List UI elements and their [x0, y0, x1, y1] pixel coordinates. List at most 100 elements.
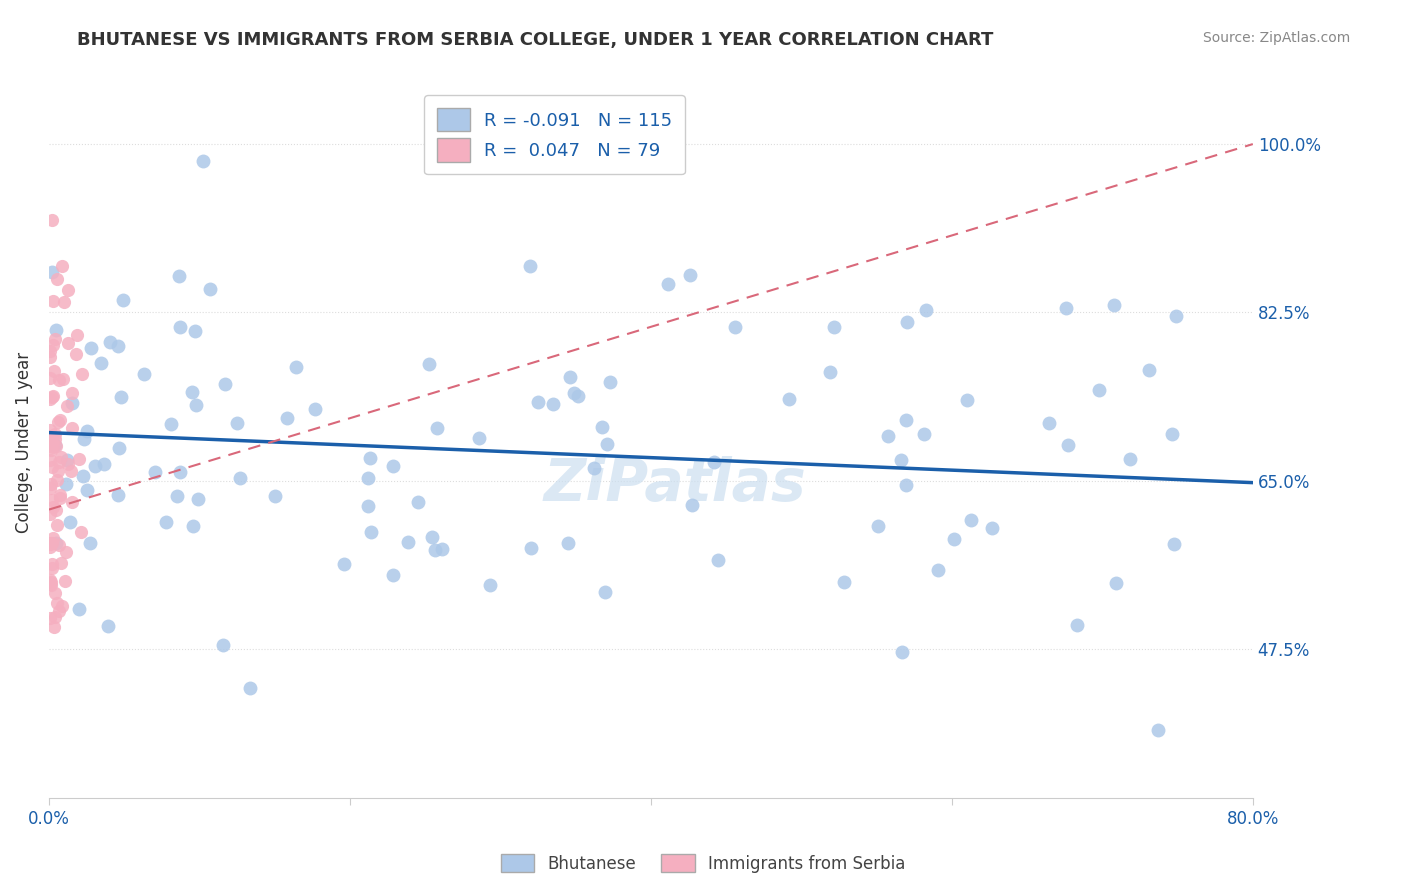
Point	[398, 534, 420, 549]
Point	[42, 388, 65, 402]
Point	[60, 395, 83, 409]
Point	[894, 413, 917, 427]
Point	[304, 402, 326, 417]
Point	[93, 457, 115, 471]
Point	[183, 324, 205, 338]
Point	[160, 417, 183, 431]
Point	[41, 493, 63, 508]
Point	[181, 519, 204, 533]
Point	[155, 515, 177, 529]
Point	[360, 524, 382, 539]
Point	[46, 272, 69, 286]
Point	[60, 420, 83, 434]
Legend: Bhutanese, Immigrants from Serbia: Bhutanese, Immigrants from Serbia	[494, 847, 912, 880]
Point	[980, 521, 1002, 535]
Point	[53, 574, 76, 588]
Point	[67, 602, 90, 616]
Point	[423, 543, 446, 558]
Point	[60, 465, 83, 479]
Text: Source: ZipAtlas.com: Source: ZipAtlas.com	[1202, 31, 1350, 45]
Point	[51, 599, 73, 613]
Point	[181, 385, 204, 400]
Point	[44, 432, 66, 446]
Point	[430, 541, 453, 556]
Point	[51, 556, 73, 570]
Point	[1038, 416, 1060, 430]
Point	[45, 439, 67, 453]
Point	[877, 429, 900, 443]
Point	[333, 557, 356, 571]
Point	[48, 455, 70, 469]
Point	[45, 503, 67, 517]
Point	[169, 269, 191, 284]
Point	[778, 392, 800, 406]
Point	[39, 540, 62, 554]
Point	[39, 578, 62, 592]
Point	[1147, 723, 1170, 737]
Point	[418, 358, 440, 372]
Point	[107, 488, 129, 502]
Point	[41, 557, 63, 571]
Point	[42, 338, 65, 352]
Point	[169, 465, 191, 479]
Text: ZiPatlas: ZiPatlas	[544, 457, 807, 514]
Point	[519, 259, 541, 273]
Point	[468, 431, 491, 445]
Point	[818, 365, 841, 379]
Point	[44, 332, 66, 346]
Point	[956, 392, 979, 407]
Point	[90, 356, 112, 370]
Point	[239, 681, 262, 696]
Point	[187, 491, 209, 506]
Point	[915, 303, 938, 318]
Point	[49, 488, 72, 502]
Point	[53, 295, 76, 310]
Point	[557, 536, 579, 550]
Point	[42, 440, 65, 454]
Point	[41, 293, 63, 308]
Point	[942, 533, 965, 547]
Point	[46, 473, 69, 487]
Point	[66, 328, 89, 343]
Point	[562, 385, 585, 400]
Point	[44, 426, 66, 441]
Point	[890, 645, 912, 659]
Point	[1054, 301, 1077, 315]
Point	[111, 293, 134, 308]
Point	[200, 282, 222, 296]
Point	[83, 458, 105, 473]
Point	[49, 450, 72, 465]
Point	[73, 432, 96, 446]
Point	[41, 561, 63, 575]
Point	[41, 212, 63, 227]
Point	[48, 538, 70, 552]
Point	[1161, 427, 1184, 442]
Point	[39, 573, 62, 587]
Point	[276, 410, 298, 425]
Point	[45, 518, 67, 533]
Legend: R = -0.091   N = 115, R =  0.047   N = 79: R = -0.091 N = 115, R = 0.047 N = 79	[425, 95, 685, 174]
Point	[39, 392, 62, 407]
Point	[39, 442, 62, 457]
Point	[284, 359, 307, 374]
Point	[823, 319, 845, 334]
Point	[60, 495, 83, 509]
Point	[406, 495, 429, 509]
Point	[896, 315, 918, 329]
Point	[41, 436, 63, 450]
Point	[39, 429, 62, 443]
Point	[382, 459, 405, 474]
Point	[44, 610, 66, 624]
Point	[359, 450, 381, 465]
Point	[55, 545, 77, 559]
Point	[39, 453, 62, 467]
Point	[479, 577, 502, 591]
Point	[41, 430, 63, 444]
Point	[707, 553, 730, 567]
Point	[890, 453, 912, 467]
Point	[76, 483, 98, 498]
Point	[55, 477, 77, 491]
Point	[65, 346, 87, 360]
Point	[1137, 363, 1160, 377]
Point	[724, 320, 747, 334]
